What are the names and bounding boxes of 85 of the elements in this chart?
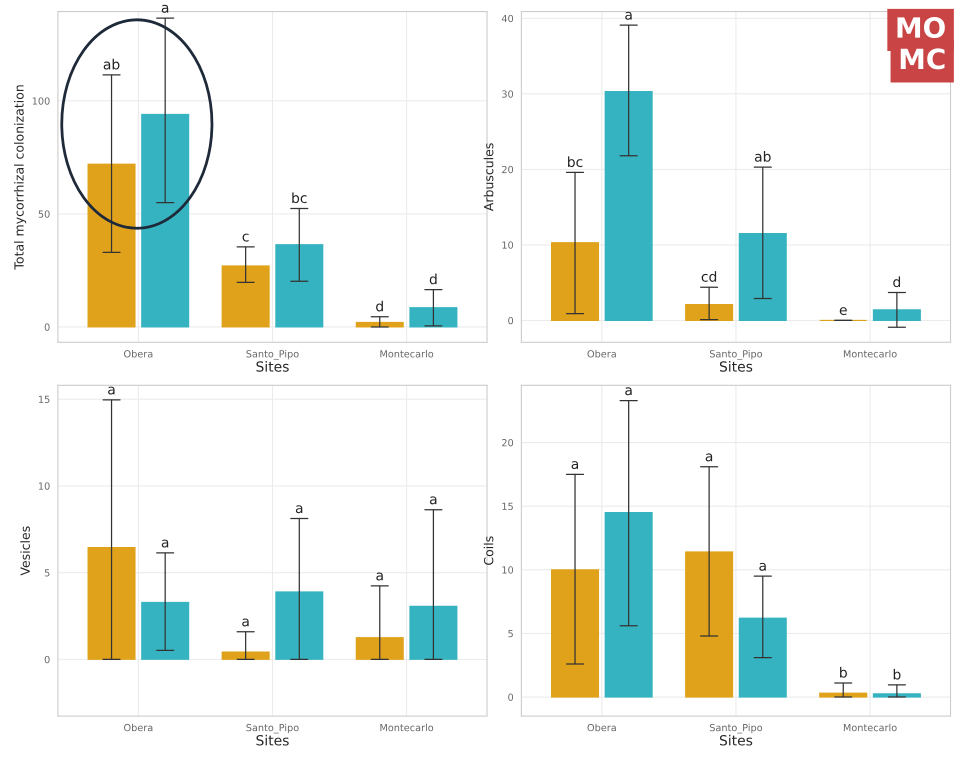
y-axis-title: Vesicles — [20, 526, 30, 576]
bar — [819, 692, 868, 698]
annotation: a — [572, 461, 578, 470]
y-tick-label: 20 — [502, 439, 514, 446]
bar — [872, 309, 921, 321]
bar — [141, 602, 190, 660]
annotation: ab — [104, 58, 120, 70]
annotation: e — [840, 307, 847, 316]
bar — [685, 551, 734, 698]
bar — [88, 164, 136, 328]
y-tick-label: 40 — [502, 14, 514, 22]
y-tick-label: 30 — [502, 90, 514, 98]
annotation: d — [430, 274, 437, 284]
annotation: a — [162, 4, 168, 13]
x-tick-label: Obera — [124, 724, 152, 732]
bar — [275, 244, 324, 328]
bar — [88, 546, 136, 660]
x-tick-label: Santo_Pipo — [710, 350, 762, 360]
x-axis-title: Sites — [720, 361, 752, 372]
annotation: d — [376, 300, 383, 312]
annotation: b — [840, 666, 847, 678]
x-tick-label: Obera — [588, 350, 616, 358]
bar — [141, 114, 190, 328]
x-tick-label: Montecarlo — [380, 724, 434, 732]
y-axis-title: Total mycorrhizal colonization — [14, 85, 26, 270]
bar — [409, 307, 458, 328]
annotation: bc — [292, 192, 307, 204]
annotation: a — [376, 572, 383, 580]
y-tick-label: 5 — [44, 569, 50, 576]
bar — [604, 91, 653, 321]
annotation: MC — [900, 48, 944, 70]
y-tick-label: 20 — [502, 166, 514, 174]
x-tick-label: Santo_Pipo — [246, 724, 299, 734]
y-tick-label: 0 — [508, 316, 514, 324]
annotation: a — [296, 505, 302, 514]
x-axis-title: Sites — [256, 734, 289, 746]
x-tick-label: Obera — [124, 350, 152, 358]
y-tick-label: 0 — [44, 656, 50, 664]
annotation: MO — [898, 17, 945, 38]
annotation: a — [706, 453, 712, 462]
x-tick-label: Montecarlo — [380, 350, 434, 358]
bar — [275, 591, 324, 660]
x-axis-title: Sites — [720, 734, 752, 746]
annotation: a — [430, 496, 436, 504]
annotation: ab — [754, 151, 771, 162]
annotation: d — [893, 276, 900, 288]
annotation: a — [162, 540, 168, 548]
bar — [356, 637, 404, 660]
x-tick-label: Montecarlo — [844, 350, 897, 358]
annotation: c — [242, 234, 249, 242]
bar — [738, 618, 787, 698]
annotation: cd — [702, 271, 716, 282]
x-tick-label: Santo_Pipo — [710, 724, 762, 734]
x-tick-label: Obera — [588, 724, 616, 732]
annotation: bc — [568, 156, 582, 168]
annotation: a — [242, 618, 249, 626]
bar — [685, 304, 734, 321]
y-tick-label: 10 — [502, 241, 514, 249]
bar — [551, 569, 600, 698]
bar — [356, 322, 404, 328]
y-tick-label: 0 — [44, 323, 50, 331]
y-tick-label: 0 — [508, 693, 514, 701]
y-axis-title: Arbuscules — [484, 143, 494, 212]
annotation: a — [759, 562, 766, 571]
bar — [409, 606, 458, 660]
y-tick-label: 15 — [502, 502, 513, 510]
y-tick-label: 10 — [38, 482, 50, 490]
bar — [222, 652, 270, 660]
y-tick-label: 15 — [38, 396, 50, 404]
bar — [222, 265, 270, 328]
y-axis-title: Coils — [484, 536, 494, 565]
annotation: a — [625, 387, 632, 396]
y-tick-label: 100 — [32, 97, 50, 105]
bar — [551, 242, 600, 321]
x-axis-title: Sites — [256, 361, 289, 372]
y-tick-label: 10 — [502, 566, 514, 574]
annotation: b — [894, 668, 901, 680]
y-tick-label: 5 — [508, 630, 513, 638]
y-tick-label: 50 — [38, 210, 50, 218]
bar — [738, 233, 787, 321]
x-tick-label: Santo_Pipo — [246, 350, 299, 360]
annotation: a — [108, 386, 115, 395]
bar — [604, 512, 653, 698]
annotation: a — [625, 12, 632, 20]
x-tick-label: Montecarlo — [844, 724, 897, 732]
